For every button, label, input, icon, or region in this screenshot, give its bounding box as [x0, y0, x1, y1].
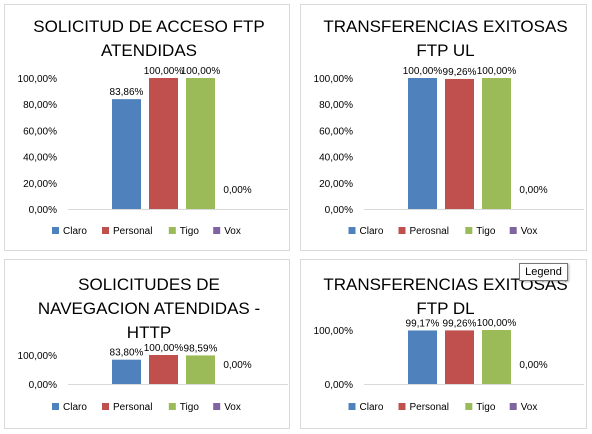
legend-swatch-vox [509, 227, 517, 234]
chart-panel-ftp-dl: TRANSFERENCIAS EXITOSAS FTP DL 0,00% 100,00… [300, 259, 587, 429]
bar-claro [408, 78, 437, 209]
legend-swatch-claro [348, 227, 356, 234]
data-label: 0,00% [223, 360, 251, 371]
data-label: 99,26% [443, 318, 477, 329]
bar-tigo [482, 78, 511, 209]
bar-tigo [186, 78, 215, 209]
data-label: 100,00% [181, 66, 221, 77]
legend-label: Vox [224, 226, 241, 237]
legend-label: Tigo [476, 402, 496, 413]
y-tick-label: 0,00% [325, 205, 353, 216]
chart-title-line: HTTP [127, 323, 171, 342]
legend-swatch-vox [213, 227, 221, 234]
y-tick-label: 40,00% [23, 153, 57, 164]
legend-label: Vox [521, 402, 538, 413]
chart-panel-ftp-ul: TRANSFERENCIAS EXITOSAS FTP UL 0,00% 20,00%… [300, 4, 587, 251]
legend-label: Tigo [180, 402, 200, 413]
data-label: 0,00% [519, 185, 547, 196]
data-label: 99,17% [406, 318, 440, 329]
y-tick-label: 0,00% [29, 380, 57, 391]
legend-label: Vox [224, 402, 241, 413]
bar-claro [112, 359, 141, 384]
chart-http: SOLICITUDES DE NAVEGACION ATENDIDAS - HTTP… [18, 275, 288, 413]
legend-swatch-personal [398, 403, 406, 410]
data-label: 83,80% [110, 348, 144, 359]
legend-label: Claro [63, 402, 87, 413]
data-label: 100,00% [477, 318, 517, 329]
legend-swatch-claro [348, 403, 356, 410]
data-label: 83,86% [110, 87, 144, 98]
y-tick-label: 40,00% [319, 153, 353, 164]
legend-tooltip: Legend [519, 263, 568, 281]
legend-label: Personal [410, 402, 449, 413]
bar-claro [112, 99, 141, 209]
legend-label: Claro [63, 226, 87, 237]
chart-title-line: FTP DL [416, 299, 474, 318]
chart-title-line: ATENDIDAS [101, 41, 197, 60]
legend-label: Vox [521, 226, 538, 237]
bar-tigo [186, 355, 215, 384]
legend-label: Claro [360, 226, 384, 237]
y-tick-label: 80,00% [319, 100, 353, 111]
chart-title-line: TRANSFERENCIAS EXITOSAS [323, 275, 567, 294]
legend-swatch-personal [102, 403, 109, 410]
bar-personal [149, 78, 178, 209]
chart-title-line: SOLICITUD DE ACCESO FTP [33, 17, 264, 36]
legend-swatch-claro [52, 403, 59, 410]
data-label: 0,00% [519, 360, 547, 371]
y-tick-label: 20,00% [319, 179, 353, 190]
chart-title-line: TRANSFERENCIAS EXITOSAS [323, 17, 567, 36]
legend-label: Claro [360, 402, 384, 413]
y-tick-label: 60,00% [23, 126, 57, 137]
bar-tigo [482, 330, 511, 384]
y-tick-label: 0,00% [29, 205, 57, 216]
data-label: 100,00% [403, 66, 443, 77]
chart-title-line: NAVEGACION ATENDIDAS - [38, 299, 260, 318]
data-label: 100,00% [477, 66, 517, 77]
legend-label: Perosnal [410, 226, 449, 237]
chart-ftp-access: SOLICITUD DE ACCESO FTP ATENDIDAS 0,00% 20,… [18, 17, 288, 237]
legend-label: Personal [113, 226, 152, 237]
legend-swatch-tigo [465, 227, 473, 234]
bar-perosnal [445, 78, 474, 210]
y-tick-label: 0,00% [325, 380, 353, 391]
legend-swatch-tigo [168, 403, 176, 410]
chart-panel-http: SOLICITUDES DE NAVEGACION ATENDIDAS - HTTP… [4, 259, 290, 429]
y-tick-label: 20,00% [23, 179, 57, 190]
legend-label: Personal [113, 402, 152, 413]
data-label: 100,00% [144, 343, 184, 354]
bar-personal [149, 355, 178, 384]
chart-title-line: SOLICITUDES DE [78, 275, 220, 294]
y-tick-label: 100,00% [18, 351, 58, 362]
legend-label: Tigo [476, 226, 496, 237]
data-label: 100,00% [144, 66, 184, 77]
legend-label: Tigo [180, 226, 200, 237]
legend-swatch-vox [509, 403, 517, 410]
chart-panel-ftp-access: SOLICITUD DE ACCESO FTP ATENDIDAS 0,00% 20,… [4, 4, 290, 251]
data-label: 98,59% [184, 343, 218, 354]
legend-swatch-tigo [168, 227, 176, 234]
y-tick-label: 80,00% [23, 100, 57, 111]
legend-swatch-personal [102, 227, 109, 234]
data-label: 0,00% [223, 185, 251, 196]
chart-title-line: FTP UL [416, 41, 474, 60]
y-tick-label: 100,00% [314, 326, 354, 337]
y-tick-label: 100,00% [314, 74, 354, 85]
bar-personal [445, 330, 474, 384]
data-label: 99,26% [443, 67, 477, 78]
y-tick-label: 100,00% [18, 74, 58, 85]
legend-swatch-claro [52, 227, 59, 234]
chart-ftp-ul: TRANSFERENCIAS EXITOSAS FTP UL 0,00% 20,00%… [314, 17, 584, 237]
bar-claro [408, 330, 437, 384]
chart-ftp-dl: TRANSFERENCIAS EXITOSAS FTP DL 0,00% 100,00… [314, 275, 584, 413]
legend-swatch-tigo [465, 403, 473, 410]
y-tick-label: 60,00% [319, 126, 353, 137]
legend-swatch-vox [213, 403, 221, 410]
legend-swatch-perosnal [398, 227, 406, 234]
